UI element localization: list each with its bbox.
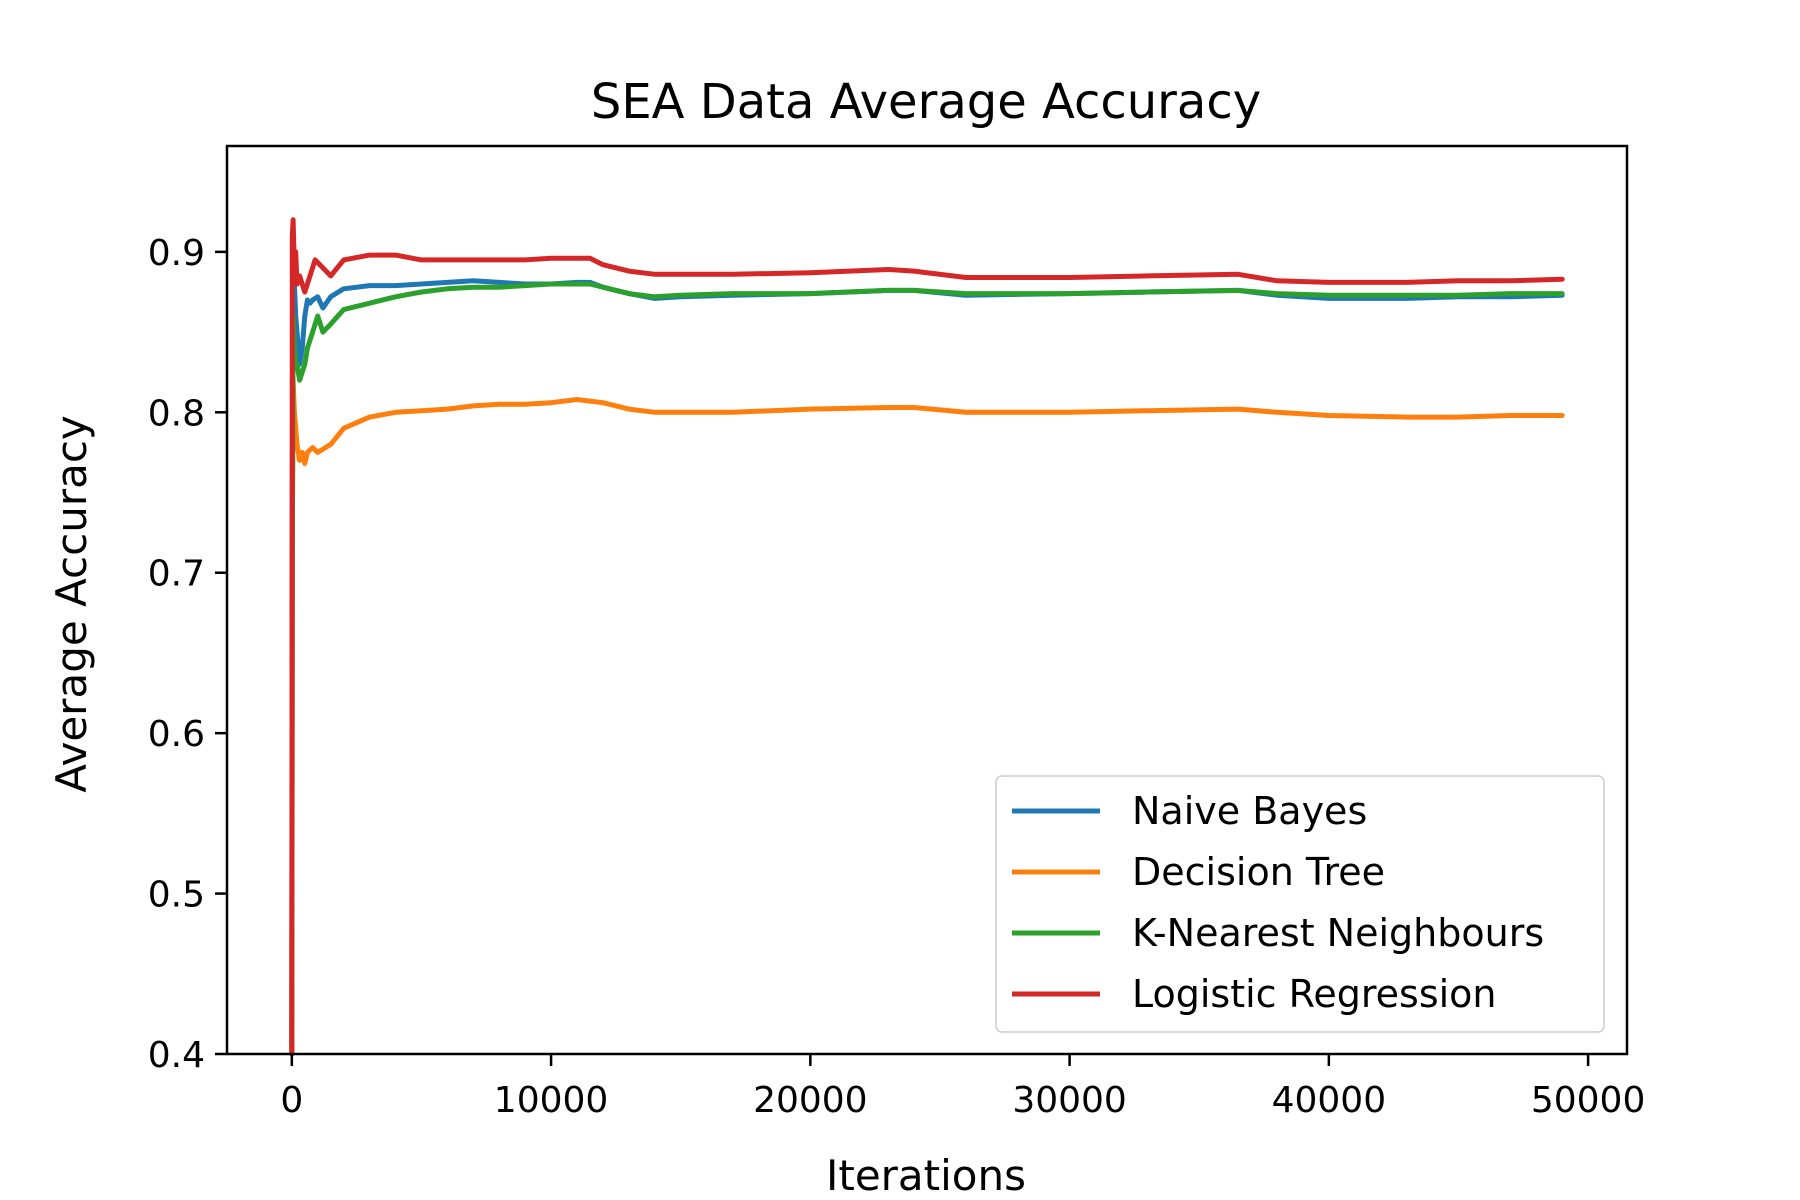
legend-label-k-nearest-neighbours: K-Nearest Neighbours [1132, 911, 1544, 955]
y-tick-label: 0.5 [148, 875, 205, 916]
legend-label-decision-tree: Decision Tree [1132, 850, 1385, 894]
y-axis-ticks: 0.4 0.5 0.6 0.7 0.8 0.9 [148, 233, 227, 1076]
y-tick-label: 0.6 [148, 714, 205, 755]
x-axis-ticks: 0 10000 20000 30000 40000 50000 [280, 1054, 1645, 1121]
y-tick-label: 0.9 [148, 233, 205, 274]
chart-title: SEA Data Average Accuracy [591, 74, 1261, 130]
x-tick-label: 0 [280, 1080, 303, 1121]
legend-box [995, 775, 1605, 1033]
y-tick-label: 0.7 [148, 554, 205, 595]
y-axis-label: Average Accuracy [47, 415, 96, 793]
x-tick-label: 30000 [1012, 1080, 1127, 1121]
x-tick-label: 20000 [753, 1080, 868, 1121]
x-tick-label: 50000 [1531, 1080, 1646, 1121]
legend: Naive Bayes Decision Tree K-Nearest Neighb… [995, 775, 1605, 1033]
plot-lines [289, 217, 1565, 1057]
legend-label-naive-bayes: Naive Bayes [1132, 789, 1367, 833]
x-tick-label: 40000 [1272, 1080, 1387, 1121]
x-tick-label: 10000 [494, 1080, 609, 1121]
y-tick-label: 0.8 [148, 393, 205, 434]
y-tick-label: 0.4 [148, 1035, 205, 1076]
legend-label-logistic-regression: Logistic Regression [1132, 972, 1497, 1016]
series-line-decision-tree [289, 377, 1565, 1057]
x-axis-label: Iterations [826, 1151, 1026, 1200]
series-line-k-nearest-neighbours [289, 281, 1565, 1057]
series-line-logistic-regression [289, 217, 1565, 1057]
plot-frame [225, 144, 1629, 1056]
